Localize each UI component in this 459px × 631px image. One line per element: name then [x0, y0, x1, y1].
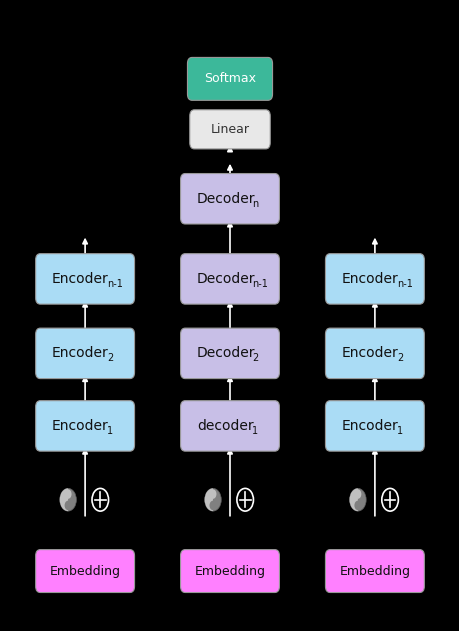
- FancyBboxPatch shape: [36, 254, 134, 304]
- Circle shape: [353, 489, 361, 499]
- Text: Encoder: Encoder: [52, 272, 109, 286]
- FancyBboxPatch shape: [36, 550, 134, 593]
- Text: 1: 1: [396, 426, 402, 436]
- FancyBboxPatch shape: [325, 401, 423, 451]
- Text: Softmax: Softmax: [203, 73, 256, 85]
- Text: Embedding: Embedding: [339, 565, 409, 577]
- Circle shape: [349, 488, 365, 511]
- Circle shape: [209, 489, 216, 499]
- Text: 2: 2: [396, 353, 403, 363]
- Wedge shape: [204, 488, 213, 511]
- FancyBboxPatch shape: [180, 328, 279, 379]
- Circle shape: [60, 488, 76, 511]
- Circle shape: [353, 500, 361, 510]
- FancyBboxPatch shape: [325, 550, 423, 593]
- FancyBboxPatch shape: [325, 254, 423, 304]
- Text: 2: 2: [252, 353, 258, 363]
- Text: Encoder: Encoder: [52, 346, 109, 360]
- Text: decoder: decoder: [196, 419, 253, 433]
- FancyBboxPatch shape: [180, 174, 279, 224]
- FancyBboxPatch shape: [190, 110, 270, 149]
- FancyBboxPatch shape: [180, 401, 279, 451]
- Text: Encoder: Encoder: [341, 272, 398, 286]
- FancyBboxPatch shape: [180, 550, 279, 593]
- Wedge shape: [349, 488, 357, 511]
- FancyBboxPatch shape: [36, 328, 134, 379]
- Text: Encoder: Encoder: [341, 346, 398, 360]
- Circle shape: [64, 489, 72, 499]
- Text: 1: 1: [252, 426, 257, 436]
- Text: n-1: n-1: [252, 279, 268, 289]
- FancyBboxPatch shape: [187, 57, 272, 100]
- Text: Encoder: Encoder: [341, 419, 398, 433]
- Text: Embedding: Embedding: [194, 565, 265, 577]
- FancyBboxPatch shape: [180, 254, 279, 304]
- Text: Embedding: Embedding: [50, 565, 120, 577]
- Text: Decoder: Decoder: [196, 346, 254, 360]
- Text: Decoder: Decoder: [196, 272, 254, 286]
- Text: Encoder: Encoder: [52, 419, 109, 433]
- Text: n: n: [252, 199, 258, 209]
- Text: n-1: n-1: [396, 279, 412, 289]
- Text: n-1: n-1: [107, 279, 123, 289]
- FancyBboxPatch shape: [325, 328, 423, 379]
- Circle shape: [209, 500, 216, 510]
- FancyBboxPatch shape: [36, 401, 134, 451]
- Wedge shape: [60, 488, 68, 511]
- Text: Linear: Linear: [210, 123, 249, 136]
- Circle shape: [64, 500, 72, 510]
- Text: 2: 2: [107, 353, 113, 363]
- Text: 1: 1: [107, 426, 113, 436]
- Circle shape: [204, 488, 221, 511]
- Text: Decoder: Decoder: [196, 192, 254, 206]
